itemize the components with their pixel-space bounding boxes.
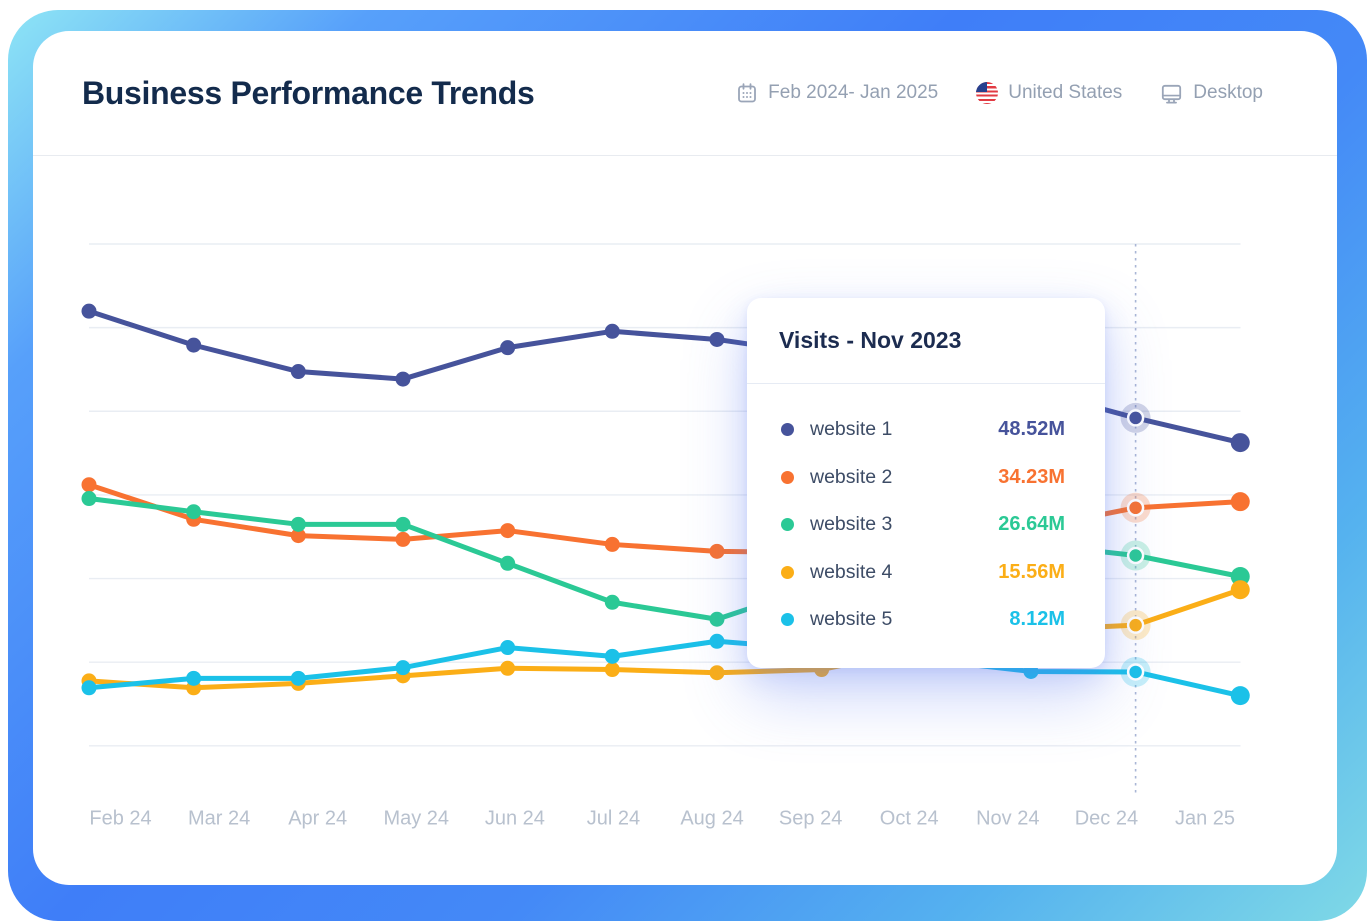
data-point[interactable] bbox=[709, 543, 725, 559]
data-point[interactable] bbox=[395, 516, 411, 532]
data-point[interactable] bbox=[500, 640, 516, 656]
x-axis-label: Oct 24 bbox=[879, 807, 939, 830]
data-point[interactable] bbox=[81, 680, 97, 696]
x-axis-label: Jan 25 bbox=[1174, 807, 1236, 830]
series-label: website 1 bbox=[810, 418, 893, 441]
data-point[interactable] bbox=[604, 594, 620, 610]
calendar-icon bbox=[736, 82, 758, 104]
data-point[interactable] bbox=[709, 633, 725, 649]
date-range-filter[interactable]: Feb 2024- Jan 2025 bbox=[736, 82, 938, 104]
data-point[interactable] bbox=[604, 648, 620, 664]
x-axis-label: Apr 24 bbox=[288, 807, 348, 830]
device-filter[interactable]: Desktop bbox=[1160, 82, 1263, 105]
chart-tooltip: Visits - Nov 2023 website 1 48.52M websi… bbox=[747, 298, 1105, 668]
dashboard-card: Feb 24 Mar 24 Apr 24 May 24 Jun 24 Jul 24 Aug … bbox=[33, 31, 1337, 885]
data-point[interactable] bbox=[395, 371, 411, 387]
x-axis-label: Sep 24 bbox=[778, 807, 843, 830]
data-point[interactable] bbox=[1230, 492, 1250, 512]
series-label: website 4 bbox=[810, 560, 893, 583]
series-value: 34.23M bbox=[998, 465, 1065, 488]
x-axis-label: Dec 24 bbox=[1074, 807, 1139, 830]
data-point[interactable] bbox=[395, 660, 411, 676]
data-point[interactable] bbox=[1126, 663, 1145, 681]
tooltip-row: website 2 34.23M bbox=[781, 454, 1065, 502]
desktop-icon bbox=[1160, 82, 1183, 105]
page-title: Business Performance Trends bbox=[82, 74, 535, 111]
x-axis-label: Mar 24 bbox=[187, 807, 251, 830]
data-point[interactable] bbox=[1230, 567, 1250, 587]
series-value: 26.64M bbox=[998, 513, 1065, 536]
trend-chart[interactable] bbox=[33, 31, 1337, 885]
data-point[interactable] bbox=[500, 340, 516, 356]
series-value: 8.12M bbox=[1009, 608, 1065, 631]
tooltip-row: website 1 48.52M bbox=[781, 406, 1065, 454]
tooltip-row: website 3 26.64M bbox=[781, 501, 1065, 549]
data-point[interactable] bbox=[1126, 499, 1145, 517]
data-point[interactable] bbox=[1126, 616, 1145, 634]
series-dot-icon bbox=[781, 470, 794, 484]
series-value: 15.56M bbox=[998, 560, 1065, 583]
us-flag-icon bbox=[976, 82, 999, 104]
x-axis-label: May 24 bbox=[383, 807, 450, 830]
data-point[interactable] bbox=[500, 523, 516, 539]
data-point[interactable] bbox=[1126, 546, 1145, 565]
country-filter[interactable]: United States bbox=[976, 82, 1122, 104]
data-point[interactable] bbox=[604, 323, 620, 339]
data-point[interactable] bbox=[290, 516, 306, 532]
data-point[interactable] bbox=[290, 364, 306, 380]
data-point[interactable] bbox=[186, 504, 202, 520]
data-point[interactable] bbox=[395, 531, 411, 547]
data-point[interactable] bbox=[290, 528, 306, 544]
data-point[interactable] bbox=[81, 303, 97, 319]
device-label: Desktop bbox=[1193, 82, 1263, 103]
data-point[interactable] bbox=[709, 611, 725, 627]
data-point[interactable] bbox=[1230, 580, 1250, 600]
x-axis-label: Aug 24 bbox=[680, 807, 744, 830]
data-point[interactable] bbox=[1230, 433, 1250, 453]
series-line-5 bbox=[86, 638, 1243, 699]
data-point[interactable] bbox=[709, 665, 725, 681]
data-point[interactable] bbox=[604, 536, 620, 552]
x-axis-label: Feb 24 bbox=[89, 807, 152, 830]
series-value: 48.52M bbox=[998, 418, 1065, 441]
series-label: website 5 bbox=[810, 608, 893, 631]
data-point[interactable] bbox=[500, 660, 516, 676]
data-point[interactable] bbox=[500, 555, 516, 571]
tooltip-header: Visits - Nov 2023 bbox=[747, 298, 1105, 384]
data-point[interactable] bbox=[709, 331, 725, 347]
series-label: website 2 bbox=[810, 465, 893, 488]
series-dot-icon bbox=[781, 613, 794, 627]
x-axis-label: Jun 24 bbox=[484, 807, 545, 830]
tooltip-row: website 5 8.12M bbox=[781, 596, 1065, 644]
country-label: United States bbox=[1008, 82, 1123, 103]
date-range-label: Feb 2024- Jan 2025 bbox=[768, 82, 939, 103]
x-axis-label: Nov 24 bbox=[976, 807, 1040, 830]
data-point[interactable] bbox=[81, 491, 97, 507]
card-header: Business Performance Trends Feb 2024- Ja… bbox=[33, 31, 1337, 156]
header-filters: Feb 2024- Jan 2025 United States bbox=[736, 82, 1263, 105]
data-point[interactable] bbox=[81, 477, 97, 493]
x-axis-label: Jul 24 bbox=[586, 807, 641, 830]
series-dot-icon bbox=[781, 565, 794, 579]
data-point[interactable] bbox=[1126, 409, 1145, 427]
series-dot-icon bbox=[781, 423, 794, 437]
tooltip-row: website 4 15.56M bbox=[781, 549, 1065, 597]
data-point[interactable] bbox=[604, 662, 620, 678]
data-point[interactable] bbox=[1230, 686, 1250, 706]
tooltip-rows: website 1 48.52M website 2 34.23M websit… bbox=[747, 384, 1105, 644]
tooltip-title: Visits - Nov 2023 bbox=[779, 327, 962, 353]
series-label: website 3 bbox=[810, 513, 893, 536]
data-point[interactable] bbox=[290, 670, 306, 686]
data-point[interactable] bbox=[186, 670, 202, 686]
data-point[interactable] bbox=[186, 337, 202, 353]
series-dot-icon bbox=[781, 518, 794, 532]
